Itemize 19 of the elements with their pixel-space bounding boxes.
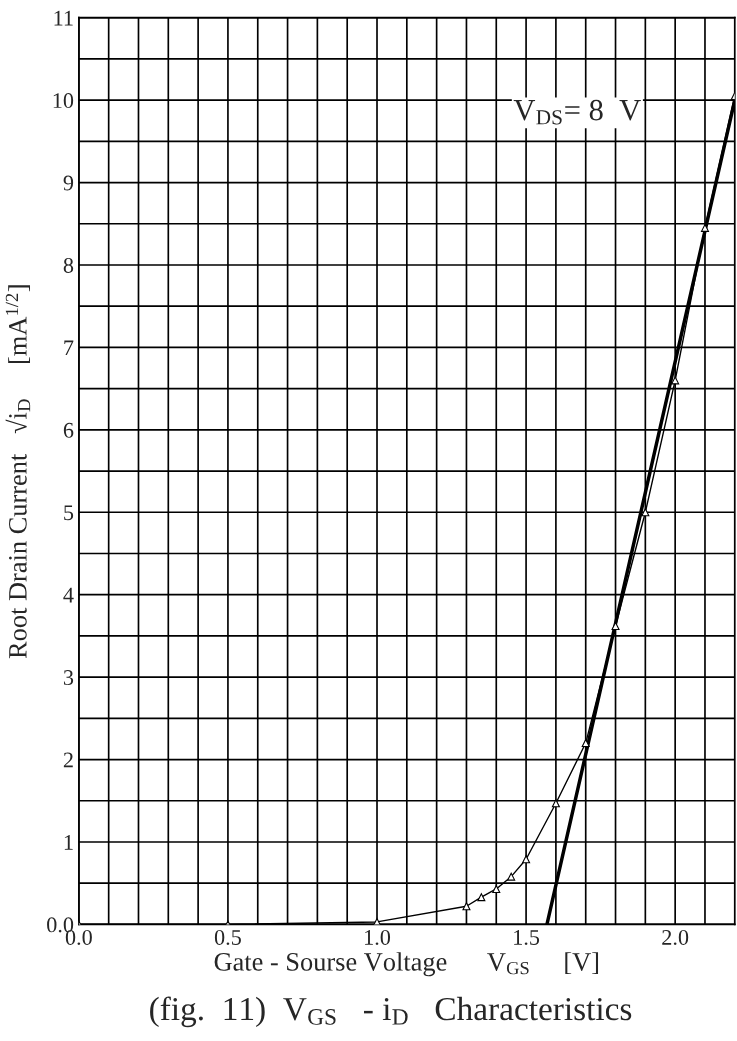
y-tick-label: 11 <box>54 10 73 26</box>
y-tick-label: 1 <box>64 835 73 850</box>
x-tick-label: 1.0 <box>365 929 391 946</box>
x-tick-label: 2.0 <box>662 929 689 946</box>
y-tick-label: 7 <box>64 340 74 356</box>
text: Gate - Sourse Voltage V$_{GS}$ [V] <box>214 952 599 977</box>
text: Root Drain Current √i$_{D}$ [mA$^{1/2}$] <box>5 285 31 659</box>
y-tick-label: 9 <box>63 175 74 191</box>
chart-title: (fig. 11) V$_{GS}$ - i$_{D}$ Characteristics <box>150 996 632 1028</box>
y-tick-label: 6 <box>63 422 74 438</box>
y-tick-label: 5 <box>64 505 74 521</box>
y-tick-label: 8 <box>63 257 74 273</box>
y-tick-label: 3 <box>63 670 74 686</box>
y-tick-label: 10 <box>53 93 74 109</box>
x-tick-label: 0.5 <box>214 929 241 946</box>
x-tick-label: 1.5 <box>514 930 540 946</box>
y-tick-label: 4 <box>63 587 74 603</box>
annotation: V$_{DS}$= 8 V <box>513 99 641 125</box>
y-tick-label: 2 <box>63 752 73 768</box>
